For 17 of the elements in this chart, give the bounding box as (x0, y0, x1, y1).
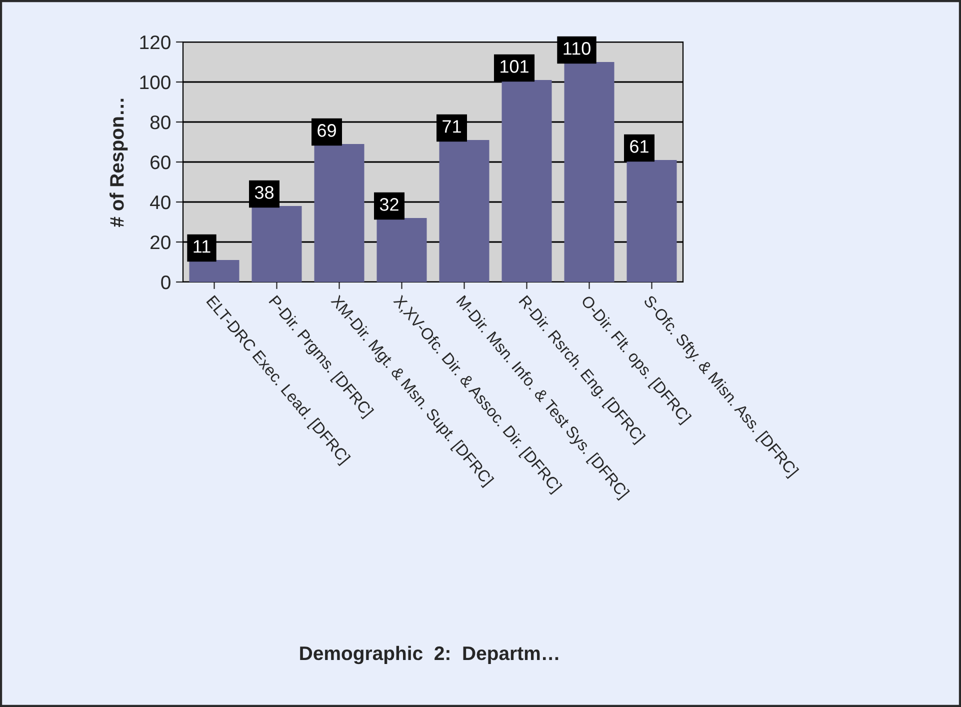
data-label: 32 (380, 198, 398, 211)
data-label: 11 (194, 240, 210, 253)
y-tick-label: 80 (150, 115, 170, 130)
data-label: 38 (254, 186, 274, 199)
data-label: 71 (442, 120, 461, 133)
y-tick-label: 120 (140, 35, 170, 50)
y-tick-label: 40 (150, 195, 170, 210)
data-label: 101 (500, 60, 528, 73)
y-tick-label: 0 (161, 275, 170, 290)
y-axis-title: # of Respon… (110, 98, 128, 228)
data-label: 69 (318, 124, 336, 137)
data-label: 110 (564, 42, 590, 55)
y-tick-label: 100 (140, 75, 170, 90)
y-tick-label: 20 (150, 235, 170, 250)
data-label: 61 (630, 140, 648, 153)
text: Demographic 2: Departm… (300, 646, 558, 664)
y-tick-label: 60 (150, 155, 170, 170)
